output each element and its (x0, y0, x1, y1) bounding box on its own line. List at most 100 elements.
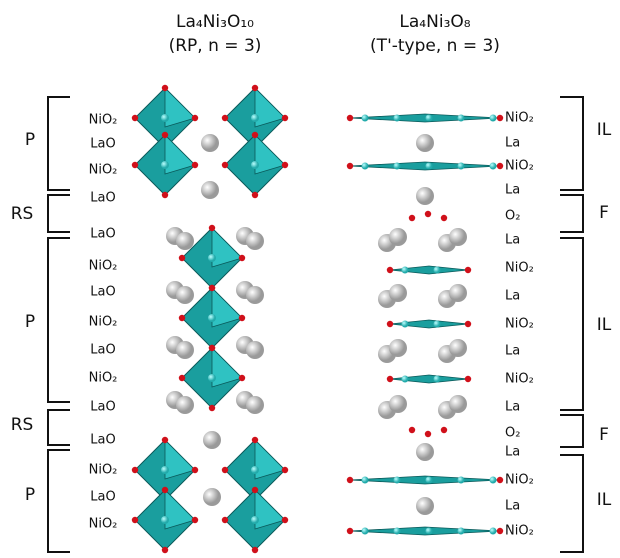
o-atom (252, 487, 258, 493)
bracket (48, 97, 70, 190)
ni-atom (394, 528, 401, 535)
block-label: IL (597, 120, 612, 140)
layer-label: NiO₂ (505, 524, 534, 539)
la-atom (201, 181, 219, 199)
layer-label: NiO₂ (505, 473, 534, 488)
o-atom (162, 487, 168, 493)
ni-atom (490, 115, 497, 122)
o-atom (409, 427, 415, 433)
layer-label: NiO₂ (89, 113, 118, 128)
ni-atom (458, 477, 465, 484)
o-atom (387, 267, 393, 273)
layer-label: O₂ (505, 426, 520, 441)
ni-atom (458, 528, 465, 535)
o-atom (179, 375, 185, 381)
o-atom (192, 162, 198, 168)
o-atom (179, 255, 185, 261)
layer-label: LaO (90, 490, 115, 505)
bracket (560, 97, 583, 190)
layer-label: NiO₂ (505, 261, 534, 276)
o-atom (441, 427, 447, 433)
la-atom (246, 232, 264, 250)
o-atom (282, 162, 288, 168)
la-atom (176, 286, 194, 304)
ni-atom (394, 477, 401, 484)
o-atom (409, 215, 415, 221)
o-atom (425, 431, 431, 437)
o-atom (179, 315, 185, 321)
o-atom (192, 115, 198, 121)
o-atom (252, 132, 258, 138)
block-label: IL (597, 490, 612, 510)
block-label: RS (11, 415, 34, 435)
layer-label: NiO₂ (505, 372, 534, 387)
block-label: RS (11, 204, 34, 224)
layer-label: NiO₂ (89, 163, 118, 178)
la-atom (246, 396, 264, 414)
ni-atom (251, 114, 259, 122)
o-atom (132, 115, 138, 121)
layer-label: NiO₂ (89, 315, 118, 330)
o-atom (162, 132, 168, 138)
block-label: P (25, 485, 35, 505)
la-atom (389, 284, 407, 302)
layer-label: La (505, 344, 520, 359)
o-atom (192, 517, 198, 523)
right-formula: La₄Ni₃O₈ (399, 12, 470, 32)
la-atom (176, 232, 194, 250)
o-atom (162, 437, 168, 443)
layer-label: LaO (90, 343, 115, 358)
ni-atom (458, 115, 465, 122)
o-atom (239, 255, 245, 261)
la-atom (389, 228, 407, 246)
layer-label: LaO (90, 227, 115, 242)
o-atom (209, 405, 215, 411)
ni-atom (208, 314, 216, 322)
ni-atom (402, 267, 409, 274)
o-atom (132, 517, 138, 523)
ni-atom (394, 115, 401, 122)
block-label: P (25, 312, 35, 332)
bracket (560, 195, 583, 232)
ni-atom (161, 114, 169, 122)
o-atom (222, 517, 228, 523)
o-atom (387, 376, 393, 382)
layer-label: LaO (90, 400, 115, 415)
ni-atom (208, 374, 216, 382)
o-atom (282, 115, 288, 121)
block-label: P (25, 130, 35, 150)
nio2-plane (350, 527, 500, 535)
la-atom (246, 341, 264, 359)
layer-label: NiO₂ (89, 517, 118, 532)
o-atom (497, 477, 503, 483)
bracket (560, 238, 583, 410)
layer-label: NiO₂ (89, 463, 118, 478)
labels: NiO₂LaONiO₂LaOLaONiO₂LaONiO₂LaONiO₂LaOLa… (11, 97, 612, 552)
ni-atom (362, 477, 369, 484)
ni-atom (434, 321, 441, 328)
la-atom (203, 488, 221, 506)
o-atom (252, 437, 258, 443)
ni-atom (251, 516, 259, 524)
o-atom (162, 85, 168, 91)
layer-label: NiO₂ (89, 371, 118, 386)
nio2-plane (350, 114, 500, 122)
bracket (48, 238, 70, 402)
ni-atom (434, 376, 441, 383)
o-atom (465, 321, 471, 327)
ni-atom (426, 528, 433, 535)
block-label: F (599, 203, 609, 223)
layer-label: La (505, 136, 520, 151)
ni-atom (490, 528, 497, 535)
layer-label: NiO₂ (89, 259, 118, 274)
ni-atom (161, 466, 169, 474)
o-atom (497, 528, 503, 534)
layer-label: O₂ (505, 209, 520, 224)
ni-atom (426, 115, 433, 122)
layer-label: La (505, 233, 520, 248)
ni-atom (161, 161, 169, 169)
o-atom (282, 467, 288, 473)
la-atom (176, 341, 194, 359)
la-atom (449, 395, 467, 413)
layer-label: La (505, 499, 520, 514)
